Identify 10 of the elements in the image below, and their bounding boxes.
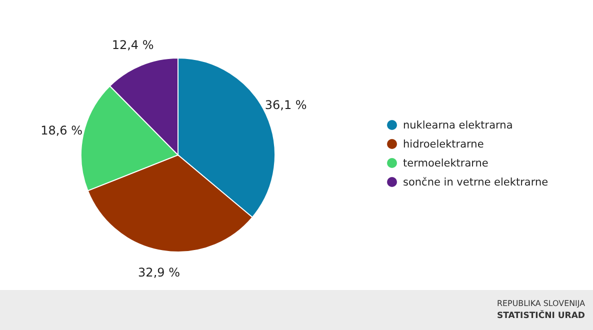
text: STATISTIČNI URAD [497, 310, 585, 321]
legend-label: termoelektrarne [403, 158, 488, 170]
text: REPUBLIKA SLOVENIJA [497, 299, 586, 308]
legend-label: nuklearna elektrarna [403, 120, 513, 132]
data-label: 12,4 % [112, 38, 154, 52]
data-label: 36,1 % [264, 98, 307, 112]
data-label: 32,9 % [138, 266, 180, 280]
legend-label: sončne in vetrne elektrarne [403, 176, 548, 189]
legend-label: hidroelektrarne [403, 138, 484, 151]
data-label: 18,6 % [40, 124, 83, 138]
